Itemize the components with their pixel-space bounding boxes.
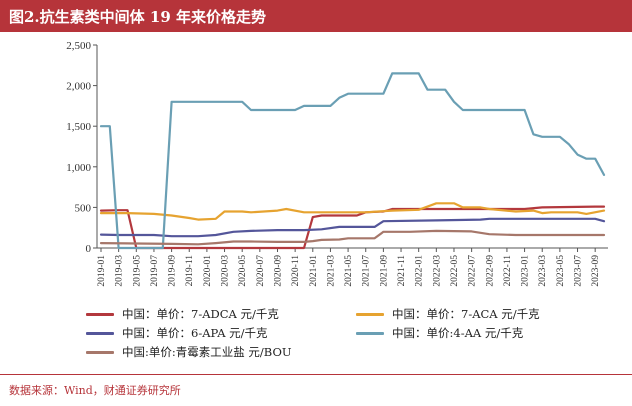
y-tick-label: 1,000 [66, 162, 91, 174]
x-tick-label: 2021-05 [344, 255, 354, 287]
y-tick-label: 500 [75, 202, 92, 214]
x-tick-label: 2020-09 [273, 255, 283, 287]
x-tick-label: 2019-07 [150, 255, 160, 287]
legend-swatch-7aca [356, 312, 384, 316]
legend-label-6apa: 中国：单价：6-APA 元/千克 [122, 326, 268, 340]
legend-swatch-6apa [86, 331, 114, 335]
series-line-6apa [99, 217, 606, 238]
series-line-7adca [99, 205, 606, 250]
x-tick-label: 2023-07 [574, 255, 584, 287]
x-tick-label: 2022-03 [432, 255, 442, 287]
x-tick-label: 2021-09 [379, 255, 389, 287]
x-tick-label: 2019-11 [185, 255, 195, 287]
x-tick-label: 2019-05 [132, 255, 142, 287]
x-tick-label: 2019-01 [97, 255, 107, 287]
x-tick-label: 2022-07 [468, 255, 478, 287]
legend-swatch-7adca [86, 312, 114, 316]
y-tick-label: 2,500 [66, 40, 91, 52]
series-line-qinghaosu [99, 229, 606, 246]
x-tick-label: 2019-03 [115, 255, 125, 287]
x-tick-label: 2022-01 [415, 255, 425, 287]
x-tick-label: 2022-09 [485, 255, 495, 287]
y-tick-label: 0 [86, 243, 92, 255]
x-tick-label: 2022-05 [450, 255, 460, 287]
source-note: 数据来源：Wind，财通证券研究所 [9, 384, 181, 397]
legend-swatch-qinghaosu [86, 350, 114, 354]
series-line-7aca [99, 202, 606, 221]
x-tick-label: 2023-03 [538, 255, 548, 287]
legend-label-4aa: 中国：单价:4-AA 元/千克 [392, 326, 524, 340]
x-tick-label: 2021-11 [397, 255, 407, 287]
x-tick-label: 2021-03 [326, 255, 336, 287]
y-tick-label: 1,500 [66, 121, 91, 133]
legend-item-6apa: 中国：单价：6-APA 元/千克 [86, 324, 268, 342]
x-tick-label: 2020-11 [291, 255, 301, 287]
x-tick-label: 2023-09 [591, 255, 601, 287]
x-tick-label: 2020-07 [256, 255, 266, 287]
x-tick-label: 2021-01 [309, 255, 319, 287]
legend-label-7aca: 中国：单价：7-ACA 元/千克 [392, 307, 540, 321]
source-divider [0, 374, 632, 375]
x-tick-label: 2021-07 [362, 255, 372, 287]
legend-label-7adca: 中国：单价：7-ADCA 元/千克 [122, 307, 279, 321]
legend-item-4aa: 中国：单价:4-AA 元/千克 [356, 324, 523, 342]
title-bar: 图2.抗生素类中间体 19 年来价格走势 [0, 0, 632, 32]
series-line-4aa [99, 72, 606, 250]
x-tick-label: 2020-01 [203, 255, 213, 287]
legend-item-7aca: 中国：单价：7-ACA 元/千克 [356, 305, 540, 323]
chart-title: 图2.抗生素类中间体 19 年来价格走势 [9, 8, 266, 26]
legend-item-7adca: 中国：单价：7-ADCA 元/千克 [86, 305, 279, 323]
line-chart: 0 500 1,000 1,500 2,000 2,500 2019-01 2019-03 20… [66, 40, 608, 287]
x-tick-label: 2020-03 [221, 255, 231, 287]
legend-swatch-4aa [356, 331, 384, 335]
legend-label-qinghaosu: 中国:单价:青霉素工业盐 元/BOU [122, 345, 292, 359]
x-tick-label: 2020-05 [238, 255, 248, 287]
y-tick-label: 2,000 [66, 81, 91, 93]
x-tick-label: 2022-11 [503, 255, 513, 287]
x-tick-label: 2023-05 [556, 255, 566, 287]
x-tick-label: 2019-09 [168, 255, 178, 287]
x-tick-label: 2023-01 [521, 255, 531, 287]
legend-item-qinghaosu: 中国:单价:青霉素工业盐 元/BOU [86, 343, 292, 361]
legend: 中国：单价：7-ADCA 元/千克 中国：单价：7-ACA 元/千克 中国：单价… [0, 302, 632, 362]
